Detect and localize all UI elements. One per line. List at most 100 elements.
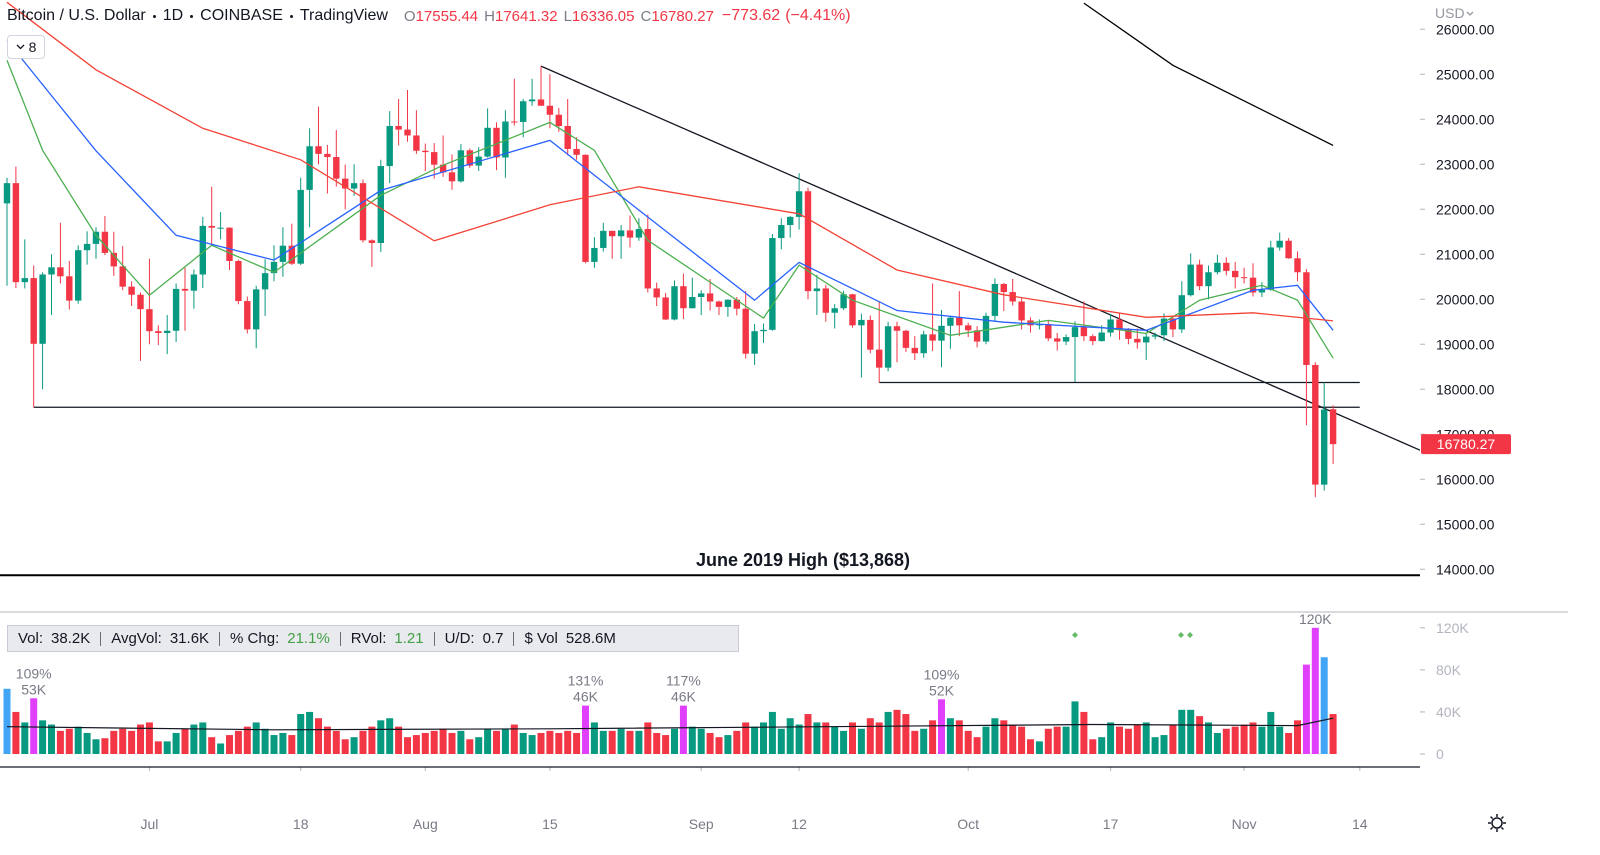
volume-bar [1169, 724, 1177, 754]
volume-bar [1116, 726, 1123, 754]
volume-bar [1258, 726, 1266, 754]
ohlc-label: O [403, 7, 416, 25]
candle-body [181, 288, 189, 291]
volume-bar [555, 732, 563, 754]
volume-bar [457, 730, 465, 754]
candle-body [21, 278, 28, 283]
candle-body [502, 121, 509, 158]
volume-bar [1107, 722, 1115, 754]
candle-body [778, 225, 785, 239]
volume-bar [564, 730, 572, 754]
candle-body [39, 274, 46, 344]
candle-body [795, 191, 803, 217]
volume-bar [288, 735, 296, 754]
volume-average [6, 717, 1334, 731]
volume-label: 46K [671, 689, 697, 705]
volume-bar [439, 728, 447, 754]
candle-body [413, 135, 420, 151]
volume-bar [501, 728, 509, 754]
candle-body [439, 164, 447, 173]
candle-body [288, 245, 295, 264]
candle-body [991, 283, 999, 316]
candle-body [342, 178, 349, 189]
volume-bar [110, 730, 118, 754]
volume-bar [48, 724, 55, 754]
volume-bar [884, 711, 892, 754]
volume-bar [510, 724, 518, 754]
volume-bar [662, 735, 670, 754]
x-tick-label: 12 [791, 816, 807, 832]
stat-label: Vol: [18, 629, 44, 647]
separator [152, 14, 156, 18]
candle-body [199, 225, 206, 275]
candle-body [813, 288, 821, 292]
volume-bar [1302, 664, 1310, 754]
indicator-count: 8 [28, 39, 37, 55]
volume-bar [243, 726, 251, 754]
volume-bar [938, 699, 945, 754]
candle-body [671, 286, 678, 320]
candle-body [1276, 240, 1283, 248]
candle-body [1125, 329, 1132, 339]
candle-body [1045, 324, 1052, 339]
volume-bar [911, 730, 919, 754]
volume-bar [831, 726, 839, 754]
volume-bar [626, 730, 634, 754]
candle-body [493, 127, 500, 158]
volume-bar [92, 739, 100, 754]
volume-bar [323, 726, 331, 754]
ohlc-value: 16780.27 [651, 7, 714, 25]
symbol: Bitcoin / U.S. Dollar [7, 7, 146, 24]
candle-body [742, 308, 749, 354]
volume-bar [172, 732, 180, 754]
settings-icon[interactable] [1488, 814, 1506, 832]
moving-average [6, 40, 1334, 331]
volume-bar [493, 730, 500, 754]
currency-label[interactable]: USD [1435, 5, 1465, 21]
candle-body [306, 146, 313, 190]
volume-bar [519, 732, 527, 754]
candle-body [457, 150, 465, 182]
candle-body [822, 288, 829, 313]
candle-body [698, 293, 705, 297]
candle-body [1134, 338, 1141, 343]
candle-body [609, 230, 616, 237]
candle-body [1151, 335, 1159, 337]
candle-body [1196, 264, 1203, 287]
volume-bar [1071, 701, 1079, 754]
indicator-toggle[interactable]: 8 [7, 35, 45, 59]
candle-body [546, 105, 554, 115]
candle-body [172, 288, 180, 331]
candle-body [1054, 338, 1061, 342]
candle-body [128, 286, 135, 295]
candle-body [804, 191, 812, 292]
candle-body [75, 250, 82, 301]
candle-body [884, 326, 892, 368]
y-tick-label: 24000.00 [1436, 111, 1495, 127]
candle-body [1294, 258, 1301, 273]
candle-body [653, 288, 660, 298]
stats-bar: Vol: 38.2K AvgVol: 31.6K % Chg: 21.1% RVol: 1.2… [7, 625, 739, 652]
candle-body [12, 183, 20, 283]
candle-body [973, 330, 981, 342]
volume-bar [840, 730, 848, 754]
candle-body [377, 166, 384, 243]
volume-bar [1035, 741, 1043, 754]
ohlc-value: 17555.44 [415, 7, 479, 25]
candle-body [261, 273, 269, 290]
candle-body [324, 153, 331, 158]
volume-bar [1231, 726, 1239, 754]
trendline [540, 65, 1420, 451]
candle-body [1098, 332, 1105, 342]
volume-bar [377, 720, 385, 754]
candle-body [66, 276, 73, 301]
y-tick-label: 19000.00 [1436, 336, 1495, 352]
volume-bar [1276, 726, 1284, 754]
candle-body [787, 216, 794, 225]
candle-body [1116, 319, 1123, 330]
candle-body [1080, 327, 1088, 337]
exchange: COINBASE [200, 7, 283, 24]
candle-body [662, 297, 669, 320]
volume-bar [234, 730, 242, 754]
volume-bar [279, 732, 287, 754]
